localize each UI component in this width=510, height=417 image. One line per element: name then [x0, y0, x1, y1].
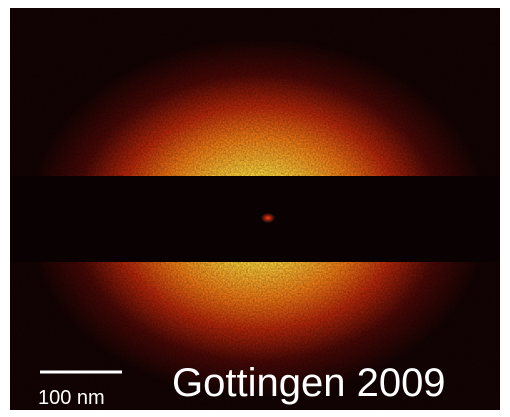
- beam-stop: [10, 176, 500, 262]
- diffraction-image: 100 nm Gottingen 2009: [0, 0, 510, 417]
- page: 100 nm Gottingen 2009 (() => { const dat…: [0, 0, 510, 417]
- caption: Gottingen 2009: [172, 361, 446, 405]
- scale-bar-label: 100 nm: [38, 387, 105, 409]
- central-spot: [261, 213, 275, 223]
